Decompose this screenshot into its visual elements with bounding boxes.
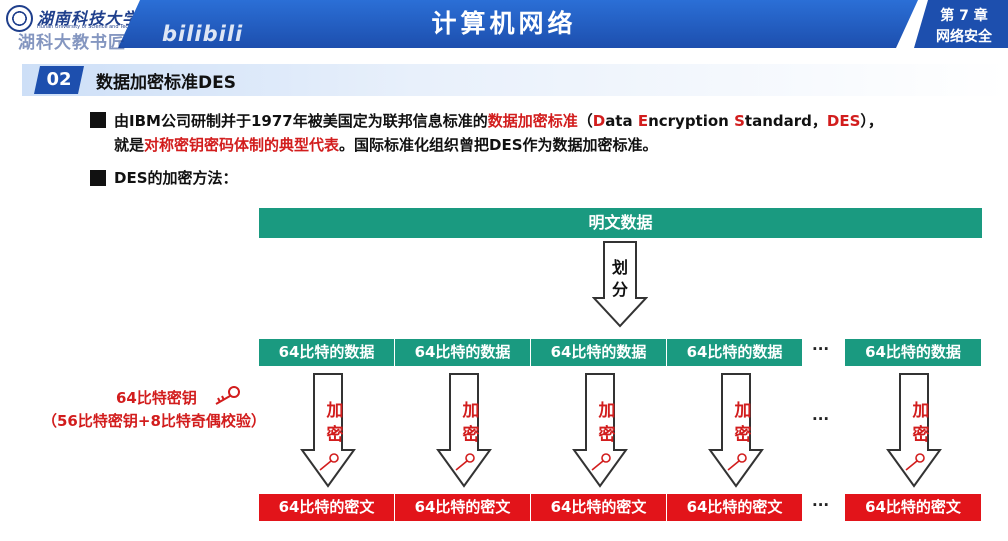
encrypt-arrow-icon bbox=[708, 373, 764, 488]
university-name: 湖南科技大学 bbox=[37, 9, 140, 28]
text: 就是 bbox=[114, 136, 145, 154]
logo-area: 湖南科技大学 Hunan University of Science and T… bbox=[0, 0, 150, 48]
split-label-1: 划 bbox=[611, 258, 628, 277]
ellipsis: ··· bbox=[812, 496, 830, 514]
text-highlight: E bbox=[637, 112, 649, 130]
encrypt-arrow-icon bbox=[572, 373, 628, 488]
data-block: 64比特的数据 bbox=[531, 339, 667, 366]
text-highlight: S bbox=[734, 112, 745, 130]
text-highlight: 数据加密标准 bbox=[487, 112, 578, 130]
encrypt-label-2: 密 bbox=[326, 425, 344, 445]
text: 。国际标准化组织曾把DES作为数据加密标准。 bbox=[339, 136, 658, 154]
encrypt-label-1: 加 bbox=[912, 401, 930, 421]
section-number: 02 bbox=[34, 66, 84, 94]
encrypt-arrow-icon bbox=[300, 373, 356, 488]
paragraph-line-1: 由IBM公司研制并于1977年被美国定为联邦信息标准的数据加密标准（Data E… bbox=[114, 110, 883, 131]
university-logo-icon bbox=[6, 5, 33, 32]
data-block: 64比特的数据 bbox=[845, 339, 982, 366]
chapter-number: 第 7 章 bbox=[940, 8, 988, 24]
text: ncryption bbox=[648, 112, 735, 130]
encrypt-label-2: 密 bbox=[912, 425, 930, 445]
text: （ bbox=[577, 112, 593, 130]
chapter-topic: 网络安全 bbox=[936, 29, 992, 45]
data-block: 64比特的数据 bbox=[395, 339, 531, 366]
paragraph-des-method: DES的加密方法： bbox=[114, 169, 238, 187]
watermark-text: 湖科大教书匠 bbox=[18, 33, 126, 53]
encrypt-arrow-icon bbox=[436, 373, 492, 488]
university-name-en: Hunan University of Science and Technolo… bbox=[37, 24, 149, 30]
encrypt-arrow-icon bbox=[886, 373, 942, 488]
text: ata bbox=[605, 112, 638, 130]
text: tandard， bbox=[744, 112, 827, 130]
encrypt-label-1: 加 bbox=[326, 401, 344, 421]
bullet-square-icon bbox=[90, 170, 106, 186]
encrypt-label-2: 密 bbox=[462, 425, 480, 445]
split-label-2: 分 bbox=[611, 280, 628, 299]
paragraph-line-2: 就是对称密钥密码体制的典型代表。国际标准化组织曾把DES作为数据加密标准。 bbox=[114, 134, 658, 155]
ellipsis: ··· bbox=[812, 340, 830, 358]
text: 由IBM公司研制并于1977年被美国定为联邦信息标准的 bbox=[114, 112, 488, 130]
text-highlight: 对称密钥密码体制的典型代表 bbox=[144, 136, 340, 154]
data-block: 64比特的数据 bbox=[259, 339, 395, 366]
text: ）， bbox=[860, 112, 883, 130]
key-detail-label: （56比特密钥+8比特奇偶校验） bbox=[42, 412, 266, 430]
encrypt-label-2: 密 bbox=[734, 425, 752, 445]
cipher-block: 64比特的密文 bbox=[845, 494, 982, 521]
chapter-badge bbox=[914, 0, 1008, 48]
cipher-block: 64比特的密文 bbox=[667, 494, 803, 521]
section-bar bbox=[22, 64, 1008, 96]
encrypt-label-1: 加 bbox=[462, 401, 480, 421]
cipher-block: 64比特的密文 bbox=[395, 494, 531, 521]
bilibili-watermark: bilibili bbox=[162, 22, 244, 46]
page-title: 计算机网络 bbox=[431, 9, 577, 38]
data-block: 64比特的数据 bbox=[667, 339, 803, 366]
encrypt-label-1: 加 bbox=[598, 401, 616, 421]
text-highlight: DES bbox=[826, 112, 861, 130]
plaintext-box: 明文数据 bbox=[259, 208, 982, 238]
cipher-block: 64比特的密文 bbox=[259, 494, 395, 521]
bullet-square-icon bbox=[90, 112, 106, 128]
cipher-block: 64比特的密文 bbox=[531, 494, 667, 521]
key-icon bbox=[215, 386, 240, 405]
ellipsis: ··· bbox=[812, 410, 830, 428]
encrypt-label-2: 密 bbox=[598, 425, 616, 445]
section-title: 数据加密标准DES bbox=[96, 73, 236, 93]
key-label: 64比特密钥 bbox=[116, 389, 197, 407]
split-arrow-icon bbox=[592, 241, 648, 328]
header: 湖南科技大学 Hunan University of Science and T… bbox=[0, 0, 1008, 53]
text-highlight: D bbox=[592, 112, 606, 130]
title-bar bbox=[118, 0, 918, 48]
encrypt-label-1: 加 bbox=[734, 401, 752, 421]
